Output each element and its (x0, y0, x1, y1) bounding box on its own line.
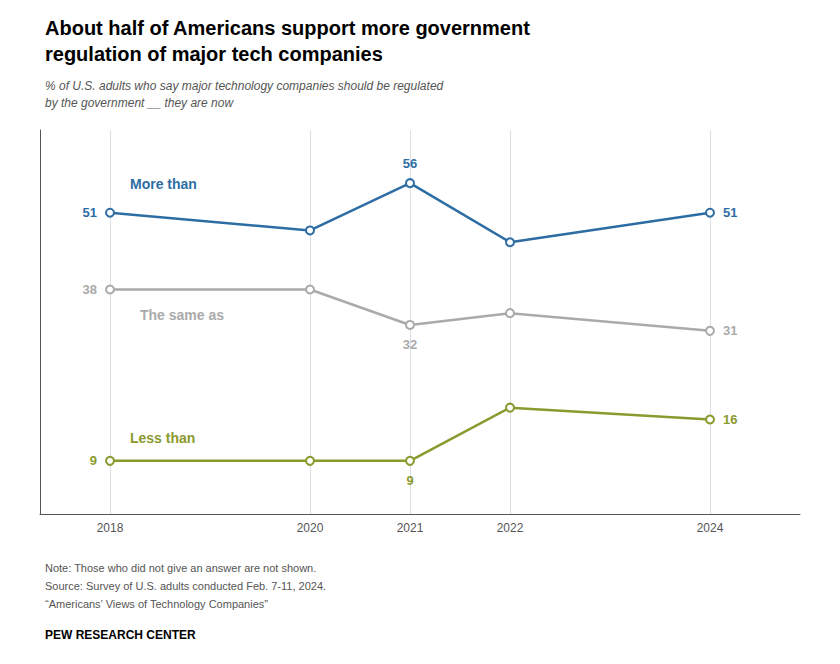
svg-text:by the government __ they are: by the government __ they are now (45, 96, 234, 110)
svg-text:2024: 2024 (697, 521, 724, 535)
svg-text:regulation of major tech compa: regulation of major tech companies (45, 43, 383, 65)
svg-text:PEW RESEARCH CENTER: PEW RESEARCH CENTER (45, 628, 196, 642)
svg-text:Note: Those who did not give a: Note: Those who did not give an answer a… (45, 562, 316, 574)
svg-text:More than: More than (130, 176, 197, 192)
svg-text:16: 16 (723, 412, 737, 427)
svg-text:56: 56 (403, 156, 417, 171)
svg-text:9: 9 (406, 473, 413, 488)
svg-text:Less than: Less than (130, 430, 195, 446)
svg-text:9: 9 (90, 453, 97, 468)
svg-text:51: 51 (83, 205, 97, 220)
svg-text:Source: Survey of U.S. adults: Source: Survey of U.S. adults conducted … (45, 580, 326, 592)
svg-text:51: 51 (723, 205, 737, 220)
svg-text:2020: 2020 (297, 521, 324, 535)
svg-text:32: 32 (403, 337, 417, 352)
svg-text:About half of Americans suppor: About half of Americans support more gov… (45, 17, 530, 39)
svg-text:% of U.S. adults who say major: % of U.S. adults who say major technolog… (45, 79, 444, 93)
svg-text:31: 31 (723, 323, 737, 338)
svg-text:2021: 2021 (397, 521, 424, 535)
svg-text:2022: 2022 (497, 521, 524, 535)
svg-text:The same as: The same as (140, 307, 224, 323)
svg-text:“Americans’ Views of Technolog: “Americans’ Views of Technology Companie… (45, 598, 268, 610)
svg-text:38: 38 (83, 282, 97, 297)
svg-text:2018: 2018 (97, 521, 124, 535)
